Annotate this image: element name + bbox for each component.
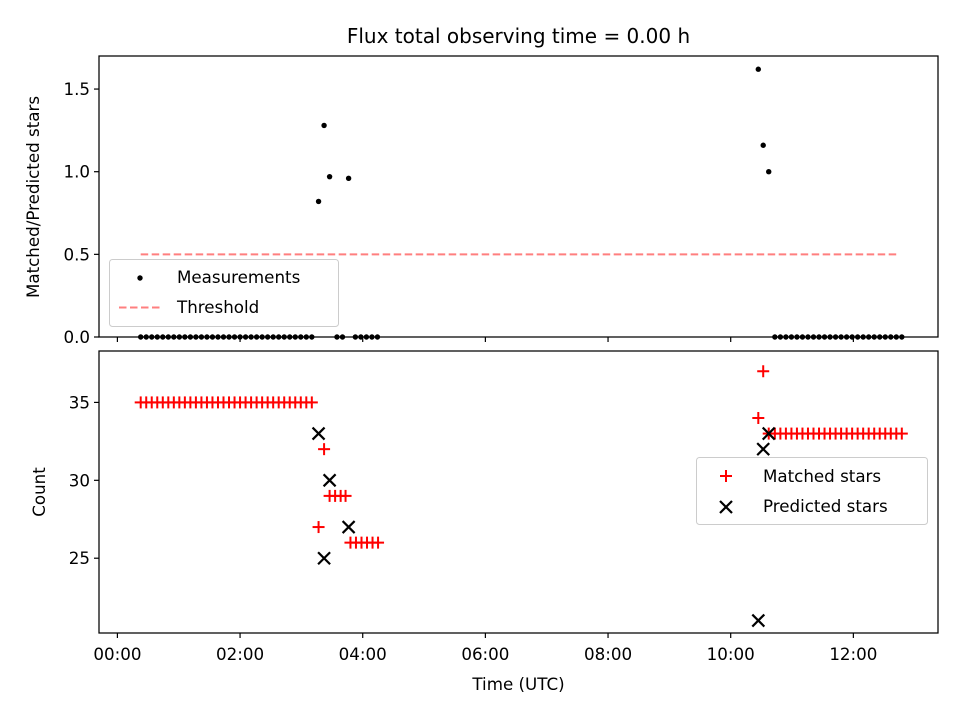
bottom-y-tick-label: 35 bbox=[69, 392, 90, 412]
bottom-axes-frame bbox=[98, 350, 939, 634]
matched-star-point bbox=[895, 427, 908, 440]
bottom-y-axis-label: Count bbox=[29, 467, 49, 517]
matched-star-point bbox=[372, 536, 385, 549]
bottom-x-tick-label: 12:00 bbox=[829, 644, 877, 664]
predicted-star-b bbox=[751, 613, 766, 628]
legend-matched-marker bbox=[720, 470, 732, 482]
predicted-star-point bbox=[311, 426, 326, 441]
predicted-star-point bbox=[317, 551, 331, 565]
matched-star-point bbox=[752, 411, 765, 424]
bottom-legend: Matched stars Predicted stars bbox=[696, 457, 928, 525]
top-y-axis: 0.0 0.5 1.0 1.5 bbox=[63, 79, 99, 347]
top-legend-box bbox=[109, 259, 339, 327]
matched-star-point bbox=[305, 396, 318, 409]
matched-star-point bbox=[312, 521, 325, 534]
bottom-x-tick-label: 04:00 bbox=[339, 644, 387, 664]
bottom-y-axis: 25 30 35 bbox=[69, 392, 99, 568]
x-axis-label: Time (UTC) bbox=[471, 674, 564, 694]
predicted-star-point bbox=[761, 426, 776, 441]
top-legend: Measurements Threshold bbox=[109, 259, 339, 327]
top-axes-frame bbox=[98, 55, 939, 338]
measurement-point bbox=[755, 66, 762, 72]
bottom-x-tick-label: 00:00 bbox=[93, 644, 141, 664]
bottom-legend-box bbox=[696, 457, 928, 525]
top-y-tick-label: 1.0 bbox=[63, 162, 90, 182]
predicted-star-b bbox=[322, 473, 337, 488]
bottom-x-axis: 00:00 02:00 04:00 06:00 08:00 10:00 12:00 bbox=[93, 633, 877, 664]
legend-measurements-marker bbox=[137, 275, 143, 281]
legend-threshold-label: Threshold bbox=[176, 297, 259, 317]
bottom-y-tick-label: 25 bbox=[69, 548, 90, 568]
predicted-star-point bbox=[341, 520, 356, 534]
predicted-star-b bbox=[317, 551, 331, 565]
legend-measurements-label: Measurements bbox=[177, 267, 300, 287]
matched-star-point bbox=[339, 489, 352, 502]
measurement-point bbox=[760, 142, 766, 148]
bottom-x-tick-label: 08:00 bbox=[584, 644, 632, 664]
legend-predicted-label: Predicted stars bbox=[763, 496, 888, 516]
top-y-tick-label: 0.5 bbox=[63, 244, 90, 264]
bottom-x-tick-label: 02:00 bbox=[216, 644, 264, 664]
matched-star-point bbox=[318, 443, 331, 456]
measurement-point bbox=[326, 173, 333, 180]
measurement-point bbox=[345, 175, 352, 182]
predicted-star-b bbox=[756, 442, 770, 456]
bottom-x-tick-label: 06:00 bbox=[461, 644, 509, 664]
predicted-star-b bbox=[311, 426, 326, 441]
top-panel: Flux total observing time = 0.00 h Match… bbox=[23, 24, 939, 347]
measurement-point bbox=[321, 122, 327, 129]
bottom-x-tick-label: 10:00 bbox=[707, 644, 755, 664]
measurement-point bbox=[766, 169, 772, 175]
legend-matched-label: Matched stars bbox=[763, 466, 881, 486]
bottom-plot-area bbox=[134, 365, 908, 628]
measurement-point bbox=[315, 198, 322, 205]
predicted-star-point bbox=[756, 442, 770, 456]
legend-predicted-marker bbox=[719, 500, 733, 514]
bottom-y-tick-label: 30 bbox=[69, 470, 90, 490]
chart-title: Flux total observing time = 0.00 h bbox=[347, 24, 690, 48]
predicted-star-b bbox=[761, 426, 776, 441]
predicted-star-point bbox=[322, 473, 337, 488]
predicted-star-point bbox=[751, 613, 766, 628]
top-y-tick-label: 1.5 bbox=[63, 79, 90, 99]
top-y-axis-label: Matched/Predicted stars bbox=[23, 96, 43, 298]
matched-star-point bbox=[757, 365, 770, 378]
top-y-tick-label: 0.0 bbox=[63, 327, 90, 347]
top-x-axis bbox=[116, 337, 854, 342]
predicted-star-b bbox=[341, 520, 356, 534]
